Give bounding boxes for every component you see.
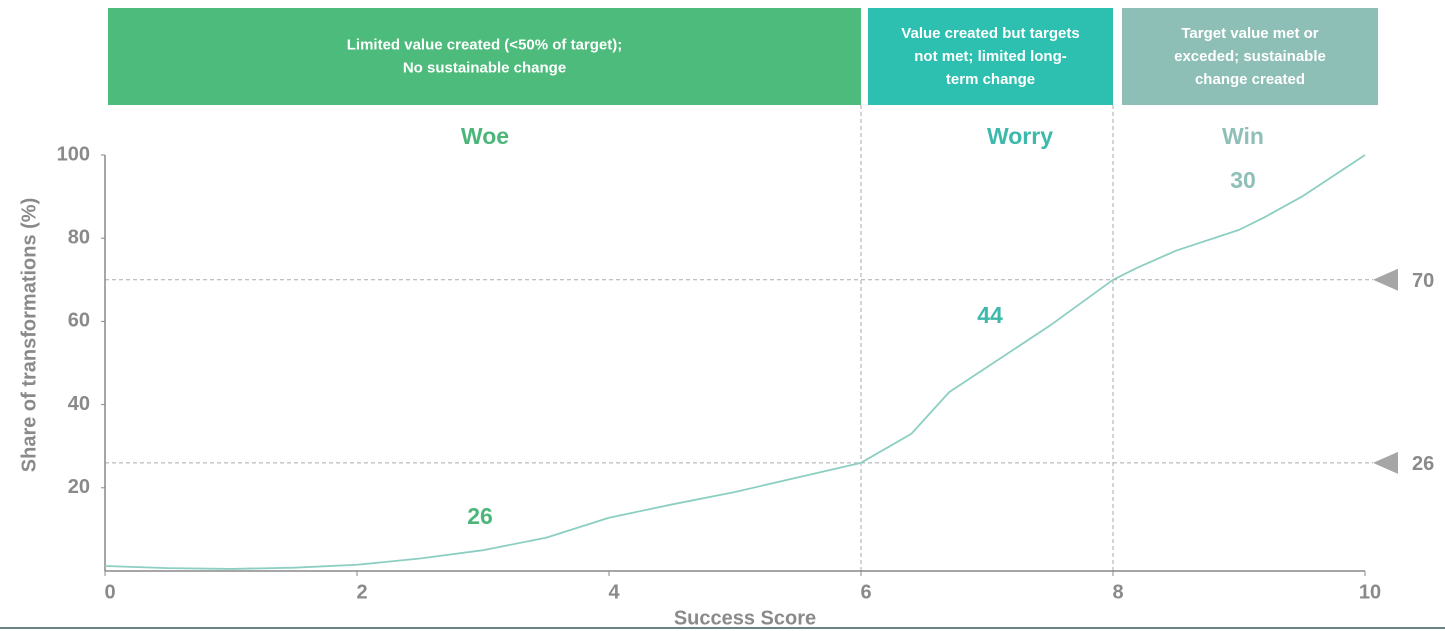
segment-share: 26 [467, 503, 493, 529]
segment-name: Win [1222, 123, 1264, 149]
reference-label: 26 [1412, 453, 1434, 475]
y-tick-label: 40 [68, 393, 90, 415]
x-tick-label: 2 [356, 581, 367, 603]
x-tick-label: 0 [104, 581, 115, 603]
segment-header-text: Limited value created (<50% of target); [347, 36, 623, 53]
y-axis-label: Share of transformations (%) [18, 198, 40, 472]
segment-header-text: No sustainable change [403, 59, 566, 76]
segment-header-box [1122, 8, 1378, 105]
segment-header-text: Target value met or [1181, 25, 1318, 42]
segment-share: 44 [977, 302, 1003, 328]
y-tick-label: 100 [57, 143, 90, 165]
segment-header-box [868, 8, 1113, 105]
reference-marker [1373, 268, 1398, 291]
segment-name: Worry [987, 123, 1053, 149]
data-line [104, 154, 1366, 570]
segment-header-text: exceded; sustainable [1174, 48, 1326, 65]
reference-marker [1373, 451, 1398, 474]
x-tick-label: 10 [1359, 581, 1381, 603]
x-tick-label: 4 [608, 581, 620, 603]
segment-share: 30 [1230, 167, 1256, 193]
x-tick-label: 6 [860, 581, 871, 603]
segment-header-text: term change [946, 71, 1035, 88]
y-tick-label: 20 [68, 476, 90, 498]
segment-header-text: Value created but targets [901, 25, 1079, 42]
segment-header-text: change created [1195, 71, 1305, 88]
x-axis-label: Success Score [674, 607, 816, 629]
y-tick-label: 60 [68, 310, 90, 332]
segment-header-box [108, 8, 861, 105]
x-tick-label: 8 [1112, 581, 1123, 603]
segment-name: Woe [461, 123, 509, 149]
reference-label: 70 [1412, 270, 1434, 292]
y-tick-label: 80 [68, 226, 90, 248]
segment-header-text: not met; limited long- [914, 48, 1066, 65]
